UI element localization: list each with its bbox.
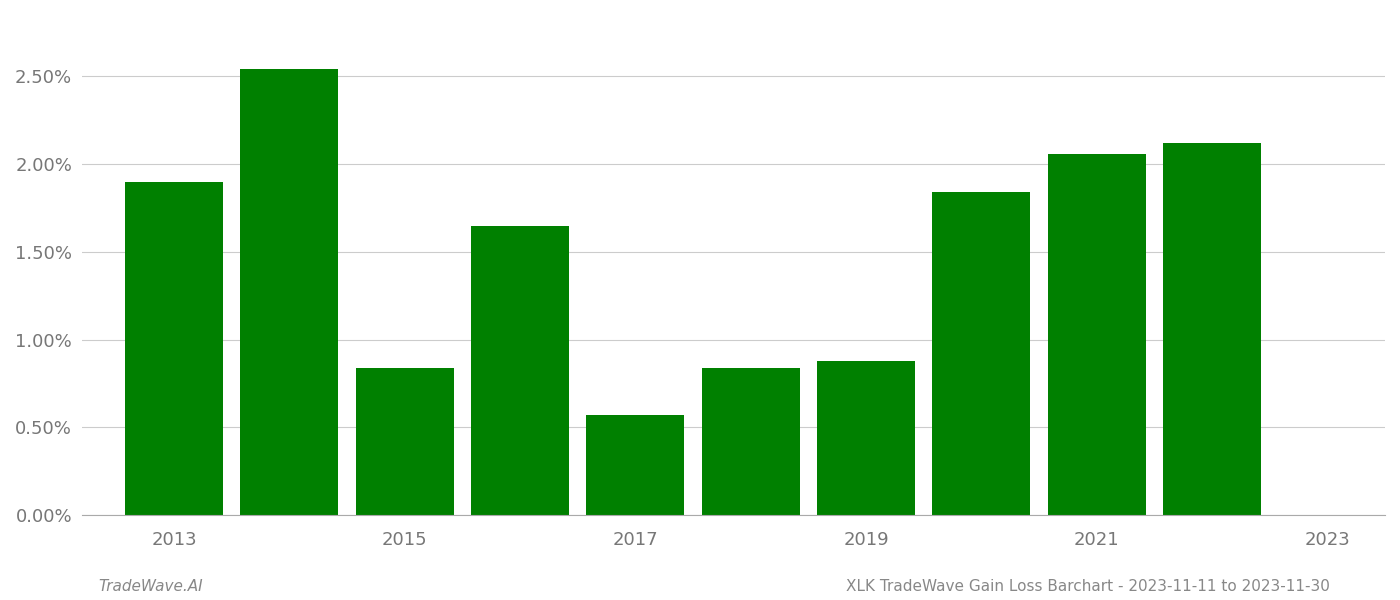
- Bar: [241, 70, 339, 515]
- Bar: [1163, 143, 1261, 515]
- Bar: [932, 192, 1030, 515]
- Bar: [125, 182, 223, 515]
- Bar: [587, 415, 685, 515]
- Text: TradeWave.AI: TradeWave.AI: [98, 579, 203, 594]
- Bar: [356, 368, 454, 515]
- Bar: [470, 226, 568, 515]
- Bar: [1047, 154, 1145, 515]
- Bar: [818, 361, 916, 515]
- Text: XLK TradeWave Gain Loss Barchart - 2023-11-11 to 2023-11-30: XLK TradeWave Gain Loss Barchart - 2023-…: [846, 579, 1330, 594]
- Bar: [701, 368, 799, 515]
